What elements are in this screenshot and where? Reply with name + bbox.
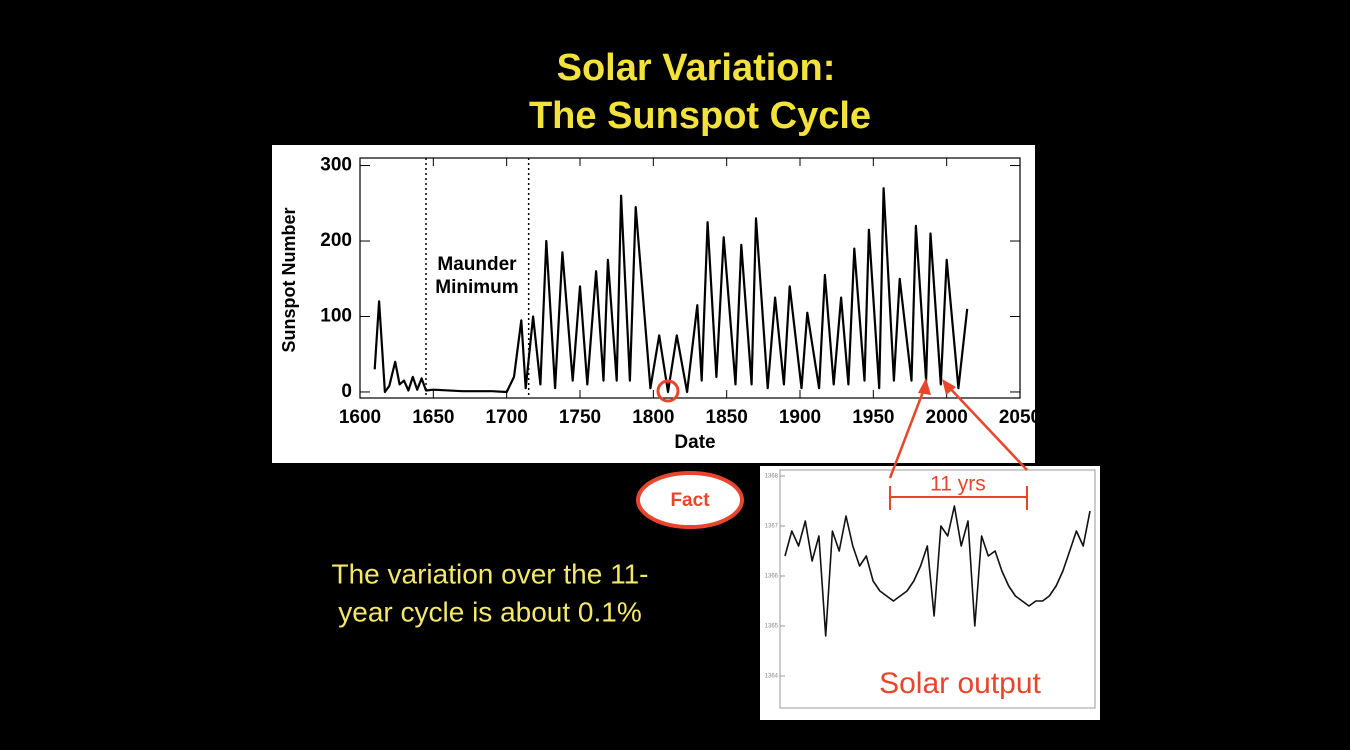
y-tick-label: 1364 [765, 674, 779, 680]
highlight-circle [656, 379, 680, 403]
x-tick-label: 2050 [999, 407, 1041, 428]
y-axis-label: Sunspot Number [279, 207, 299, 352]
y-tick-label: 1367 [765, 524, 779, 530]
chart-panel [272, 145, 1035, 463]
x-tick-label: 1650 [412, 407, 454, 428]
inset-frame [779, 469, 1096, 709]
data-line [784, 505, 1091, 637]
annotation: Solar output [879, 667, 1041, 700]
annotation: Minimum [435, 277, 518, 298]
data-line [373, 187, 969, 394]
arrow-head [942, 379, 956, 395]
caption: The variation over the 11- [332, 558, 649, 589]
y-tick-label: 0 [341, 381, 352, 402]
caption: year cycle is about 0.1% [338, 596, 642, 627]
x-tick-label: 1700 [486, 407, 528, 428]
badge [636, 471, 744, 529]
y-tick-label: 1366 [765, 574, 779, 580]
x-tick-label: 1950 [852, 407, 894, 428]
annotation: Maunder [437, 254, 517, 275]
x-tick-label: 1800 [632, 407, 674, 428]
y-tick-label: 100 [320, 306, 352, 327]
y-tick-label: 300 [320, 155, 352, 176]
x-tick-label: 1750 [559, 407, 601, 428]
x-tick-label: 2000 [926, 407, 968, 428]
annotation: 11 yrs [930, 473, 986, 496]
arrow-head [918, 378, 931, 395]
x-tick-label: 1600 [339, 407, 381, 428]
y-tick-label: 1365 [765, 624, 779, 630]
x-tick-label: 1850 [706, 407, 748, 428]
plot-frame [359, 157, 1021, 399]
badge-text: Fact [670, 490, 710, 511]
arrow [888, 383, 928, 479]
title: The Sunspot Cycle [529, 95, 871, 137]
inset-panel [760, 466, 1100, 720]
arrow [945, 383, 1028, 471]
y-tick-label: 200 [320, 230, 352, 251]
x-tick-label: 1900 [779, 407, 821, 428]
x-axis-label: Date [674, 432, 715, 453]
y-tick-label: 1368 [765, 474, 779, 480]
title: Solar Variation: [557, 47, 836, 89]
